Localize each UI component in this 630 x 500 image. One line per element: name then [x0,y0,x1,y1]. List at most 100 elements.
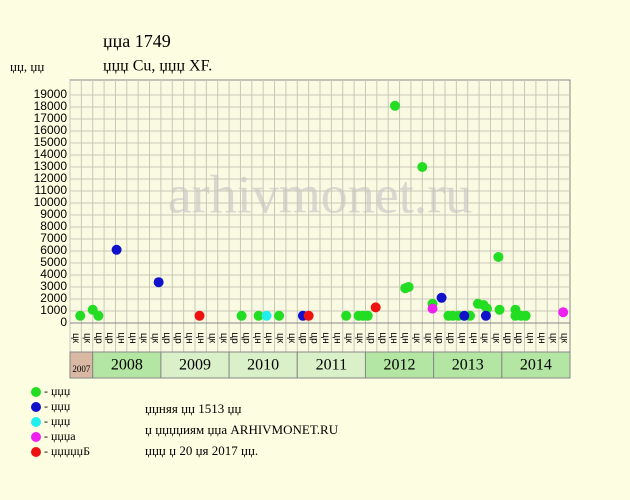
x-tick-label: цк [547,333,558,344]
x-tick-label: цк [218,333,229,344]
x-tick-label: цр [445,332,456,344]
x-tick-label: цр [93,332,104,344]
year-band [364,351,435,379]
x-tick-label: цн [525,332,536,343]
point [520,310,531,321]
x-tick-label: цн [127,332,138,343]
y-tick-label: 0 [60,315,67,329]
point [390,100,400,111]
point [417,162,428,172]
year-label: 2009 [179,357,211,374]
x-tick-label: цн [400,332,411,343]
y-tick-label: 16000 [34,123,68,137]
point [480,310,491,321]
x-tick-label: цр [229,332,240,344]
point [261,310,272,321]
point [558,307,569,318]
point [303,310,314,321]
y-tick-label: 7000 [40,231,67,245]
point [436,292,447,303]
x-tick-label: цк [411,333,422,344]
y-tick-label: 12000 [34,171,68,185]
x-tick-label: цн [468,332,479,343]
year-band [228,351,298,379]
point [253,310,264,321]
legend-label: - џџџ [44,399,71,413]
x-tick-label: цн [331,332,342,343]
x-tick-label: цн [320,332,331,343]
legend-marker [31,432,41,442]
x-tick-label: цн [252,332,263,343]
y-tick-label: 8000 [40,219,67,233]
point [236,310,247,321]
y-tick-label: 6000 [40,243,67,257]
x-tick-label: цр [377,332,388,344]
x-tick-label: цк [150,333,161,344]
x-tick-label: цк [343,333,354,344]
y-tick-label: 4000 [40,267,67,281]
x-tick-label: цк [81,333,92,344]
year-band [296,351,366,379]
year-band [501,351,571,379]
x-tick-label: цр [172,332,183,344]
y-tick-label: 19000 [34,87,68,101]
year-label: 2010 [247,357,279,374]
legend-label: - џџџ [44,384,71,398]
note: џ џџџџиям џџа ARHIVMONET.RU [145,422,339,437]
x-tick-label: цк [70,333,81,344]
year-label: 2014 [520,357,552,374]
x-tick-label: цк [354,333,365,344]
x-tick-label: цн [195,332,206,343]
x-tick-label: цр [297,332,308,344]
year-label: 2012 [384,357,416,374]
year-label: 2007 [72,364,91,374]
legend-marker [31,387,41,397]
x-tick-label: цк [138,333,149,344]
x-tick-label: цр [240,332,251,344]
note: џџняя џџ 1513 џџ [145,401,241,416]
point [403,282,414,292]
y-tick-label: 10000 [34,195,68,209]
year-label: 2013 [452,357,484,374]
x-tick-label: цк [559,333,570,344]
x-tick-label: цр [513,332,524,344]
legend-label: - џџџџџБ [44,444,90,458]
y-tick-label: 1000 [40,303,67,317]
x-tick-label: цн [263,332,274,343]
x-tick-label: цк [422,333,433,344]
x-tick-label: цк [275,333,286,344]
year-band [92,351,162,379]
x-tick-label: цр [434,332,445,344]
y-tick-label: 18000 [34,99,68,113]
x-tick-label: цр [309,332,320,344]
y-tick-label: 11000 [35,183,68,197]
y-tick-label: 5000 [40,255,67,269]
point [370,302,381,313]
point [153,277,164,288]
point [493,252,504,262]
x-tick-label: цн [115,332,126,343]
x-tick-label: цн [456,332,467,343]
note: џџџ џ 20 џя 2017 џџ. [145,443,258,458]
x-tick-label: цн [388,332,399,343]
y-tick-label: 3000 [40,279,67,293]
point [194,310,205,321]
point [459,310,470,321]
x-tick-label: цк [206,333,217,344]
y-tick-label: 17000 [34,111,68,125]
year-label: 2011 [316,357,347,374]
x-tick-label: цн [536,332,547,343]
x-tick-label: цр [365,332,376,344]
point [274,310,285,321]
legend-marker [31,447,41,457]
x-tick-label: цр [502,332,513,344]
point [111,244,122,255]
year-label: 2008 [111,357,143,374]
chart-title: џџа 1749 [103,31,171,51]
x-tick-label: цр [104,332,115,344]
point [75,310,86,321]
chart-subtitle: џџџ Cu, џџџ XF. [103,58,212,75]
point [427,303,438,314]
year-band [160,351,230,379]
